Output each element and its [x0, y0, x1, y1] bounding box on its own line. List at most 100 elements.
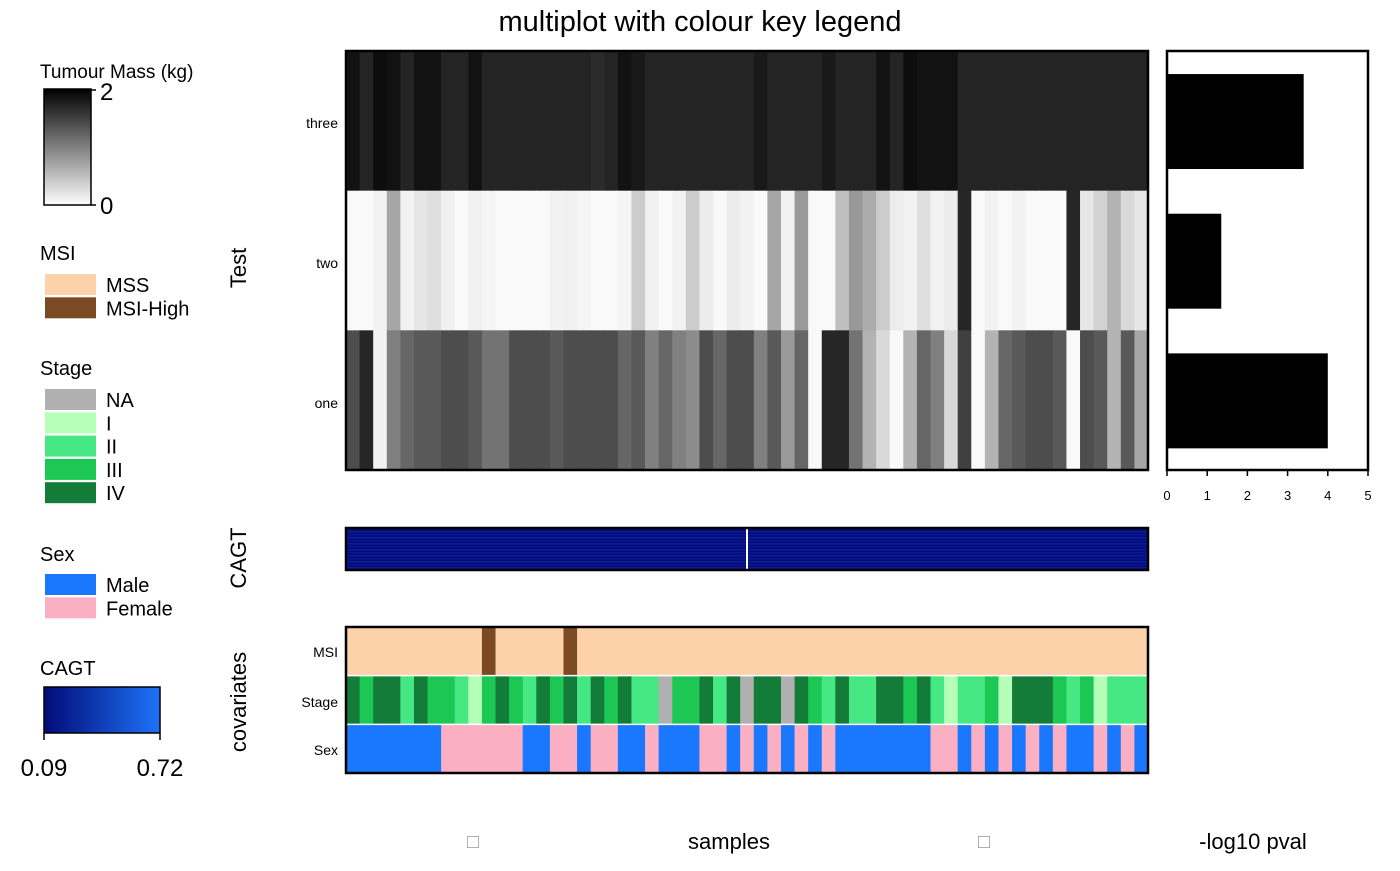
covariate-cell-sex-54 [1080, 724, 1095, 774]
covariate-cell-stage-30 [753, 675, 768, 725]
heatmap-cell-one-55 [1093, 330, 1108, 471]
heatmap-cell-one-7 [441, 330, 456, 471]
covariate-cell-msi-44 [944, 627, 959, 677]
heatmap-cell-two-24 [672, 190, 687, 331]
sex-legend-label-male: Male [106, 575, 149, 597]
heatmap-cell-two-20 [617, 190, 633, 331]
heatmap-cell-three-40 [889, 51, 904, 192]
heatmap-cell-one-23 [658, 330, 673, 471]
covariate-cell-sex-21 [631, 724, 646, 774]
covariate-cell-sex-2 [373, 724, 388, 774]
covariate-cell-msi-3 [386, 627, 401, 677]
covariate-cell-msi-31 [767, 627, 782, 677]
heatmap-cell-one-34 [808, 330, 823, 471]
heatmap-cell-three-21 [631, 51, 646, 192]
heatmap-cell-one-45 [957, 330, 972, 471]
bar-axis-tick-label-3: 3 [1284, 488, 1291, 503]
heatmap-cell-two-43 [930, 190, 945, 331]
heatmap-cell-one-38 [862, 330, 877, 471]
covariate-cell-msi-19 [604, 627, 619, 677]
heatmap-cell-one-8 [454, 330, 469, 471]
covariate-cell-stage-56 [1107, 675, 1122, 725]
heatmap-cell-three-14 [536, 51, 551, 192]
covariate-cell-sex-18 [590, 724, 605, 774]
covariate-cell-msi-55 [1093, 627, 1108, 677]
heatmap-cell-two-19 [604, 190, 619, 331]
heatmap-cell-three-38 [862, 51, 877, 192]
heatmap-cell-three-6 [427, 51, 442, 192]
row-label-sex: Sex [314, 742, 338, 758]
covariate-cell-msi-22 [645, 627, 660, 677]
covariate-cell-msi-24 [672, 627, 687, 677]
heatmap-cell-one-37 [848, 330, 864, 471]
heatmap-cell-three-43 [930, 51, 945, 192]
covariate-cell-stage-48 [998, 675, 1013, 725]
heatmap-cell-one-16 [563, 330, 578, 471]
heatmap-cell-two-42 [916, 190, 932, 331]
covariate-cell-sex-32 [780, 724, 796, 774]
heatmap-cell-two-6 [427, 190, 442, 331]
stage-legend-title: Stage [40, 358, 92, 380]
covariate-cell-msi-17 [577, 627, 592, 677]
heatmap-cell-two-14 [536, 190, 551, 331]
heatmap-cell-one-17 [577, 330, 592, 471]
stage-legend-label-na: NA [106, 390, 134, 412]
heatmap-cell-three-25 [685, 51, 701, 192]
heatmap-cell-two-31 [767, 190, 782, 331]
covariate-cell-msi-28 [726, 627, 741, 677]
heatmap-cell-two-56 [1107, 190, 1122, 331]
heatmap-cell-three-3 [386, 51, 401, 192]
heatmap-cell-one-33 [794, 330, 809, 471]
covariate-cell-msi-48 [998, 627, 1013, 677]
covariate-cell-stage-52 [1052, 675, 1068, 725]
heatmap-cell-two-3 [386, 190, 401, 331]
covariate-cell-msi-0 [346, 627, 361, 677]
covariate-cell-sex-36 [835, 724, 850, 774]
covariate-cell-msi-41 [903, 627, 918, 677]
heatmap-cell-two-34 [808, 190, 823, 331]
heatmap-cell-one-32 [780, 330, 796, 471]
covariate-cell-sex-37 [848, 724, 864, 774]
covariate-cell-sex-24 [672, 724, 687, 774]
row-label-msi: MSI [313, 644, 338, 660]
covariate-cell-msi-35 [821, 627, 836, 677]
sex-legend-swatch-female [45, 597, 96, 619]
covariate-cell-sex-19 [604, 724, 619, 774]
heatmap-cell-three-45 [957, 51, 972, 192]
heatmap-cell-three-8 [454, 51, 469, 192]
heatmap-cell-three-27 [713, 51, 728, 192]
covariate-cell-sex-16 [563, 724, 578, 774]
heatmap-cell-three-41 [903, 51, 918, 192]
covariate-cell-stage-12 [509, 675, 524, 725]
covariate-cell-msi-15 [549, 627, 565, 677]
covariate-cell-sex-44 [944, 724, 959, 774]
covariate-cell-stage-36 [835, 675, 850, 725]
heatmap-cell-one-19 [604, 330, 619, 471]
covariate-cell-msi-25 [685, 627, 701, 677]
heatmap-cell-three-26 [699, 51, 714, 192]
covariate-cell-sex-23 [658, 724, 673, 774]
covariate-cell-sex-56 [1107, 724, 1122, 774]
heatmap-cell-three-31 [767, 51, 782, 192]
covariate-cell-msi-52 [1052, 627, 1068, 677]
heatmap-cell-one-58 [1134, 330, 1149, 471]
covariate-cell-msi-11 [495, 627, 510, 677]
cagt-panel-label: CAGT [226, 527, 251, 588]
tumour-key-min-label: 0 [100, 193, 113, 220]
stage-legend-swatch-i [45, 412, 96, 434]
heatmap-cell-three-58 [1134, 51, 1149, 192]
covariate-cell-msi-58 [1134, 627, 1149, 677]
covariate-cell-sex-20 [617, 724, 633, 774]
heatmap-cell-two-47 [984, 190, 1000, 331]
stage-legend-label-i: I [106, 413, 112, 435]
covariate-cell-msi-33 [794, 627, 809, 677]
heatmap-cell-one-50 [1025, 330, 1040, 471]
heatmap-cell-one-47 [984, 330, 1000, 471]
row-label-three: three [306, 115, 338, 131]
heatmap-cell-three-34 [808, 51, 823, 192]
covariate-cell-stage-50 [1025, 675, 1040, 725]
heatmap-cell-three-1 [359, 51, 374, 192]
